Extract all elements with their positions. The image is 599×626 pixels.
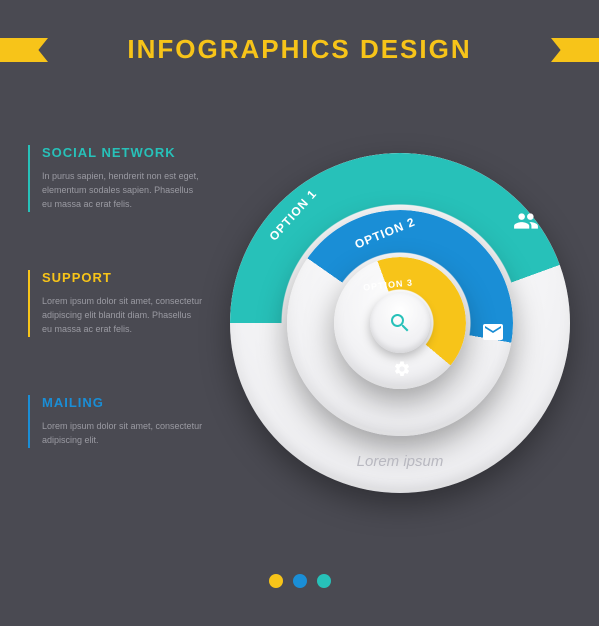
center-button[interactable]: [370, 293, 430, 353]
section-body: In purus sapien, hendrerit non est eget,…: [42, 170, 203, 212]
page-title: INFOGRAPHICS DESIGN: [0, 34, 599, 65]
section-social-network: SOCIAL NETWORK In purus sapien, hendreri…: [28, 145, 203, 212]
infographic-page: INFOGRAPHICS DESIGN SOCIAL NETWORK In pu…: [0, 0, 599, 626]
section-body: Lorem ipsum dolor sit amet, consectetur …: [42, 295, 203, 337]
section-heading: MAILING: [42, 395, 203, 410]
dot-1[interactable]: [269, 574, 283, 588]
sidebar: SOCIAL NETWORK In purus sapien, hendreri…: [28, 145, 203, 506]
search-icon: [388, 311, 412, 335]
mail-icon: [481, 320, 505, 344]
dot-2[interactable]: [293, 574, 307, 588]
section-heading: SOCIAL NETWORK: [42, 145, 203, 160]
pager-dots: [269, 574, 331, 588]
section-heading: SUPPORT: [42, 270, 203, 285]
disc-footer-text: Lorem ipsum: [230, 453, 570, 470]
section-support: SUPPORT Lorem ipsum dolor sit amet, cons…: [28, 270, 203, 337]
concentric-disc-chart: OPTION 1 OPTION 2 OPTION 3 Lorem ipsum: [225, 148, 575, 498]
dot-3[interactable]: [317, 574, 331, 588]
gear-icon: [393, 360, 411, 378]
people-icon: [513, 208, 539, 234]
section-body: Lorem ipsum dolor sit amet, consectetur …: [42, 420, 203, 448]
section-mailing: MAILING Lorem ipsum dolor sit amet, cons…: [28, 395, 203, 448]
